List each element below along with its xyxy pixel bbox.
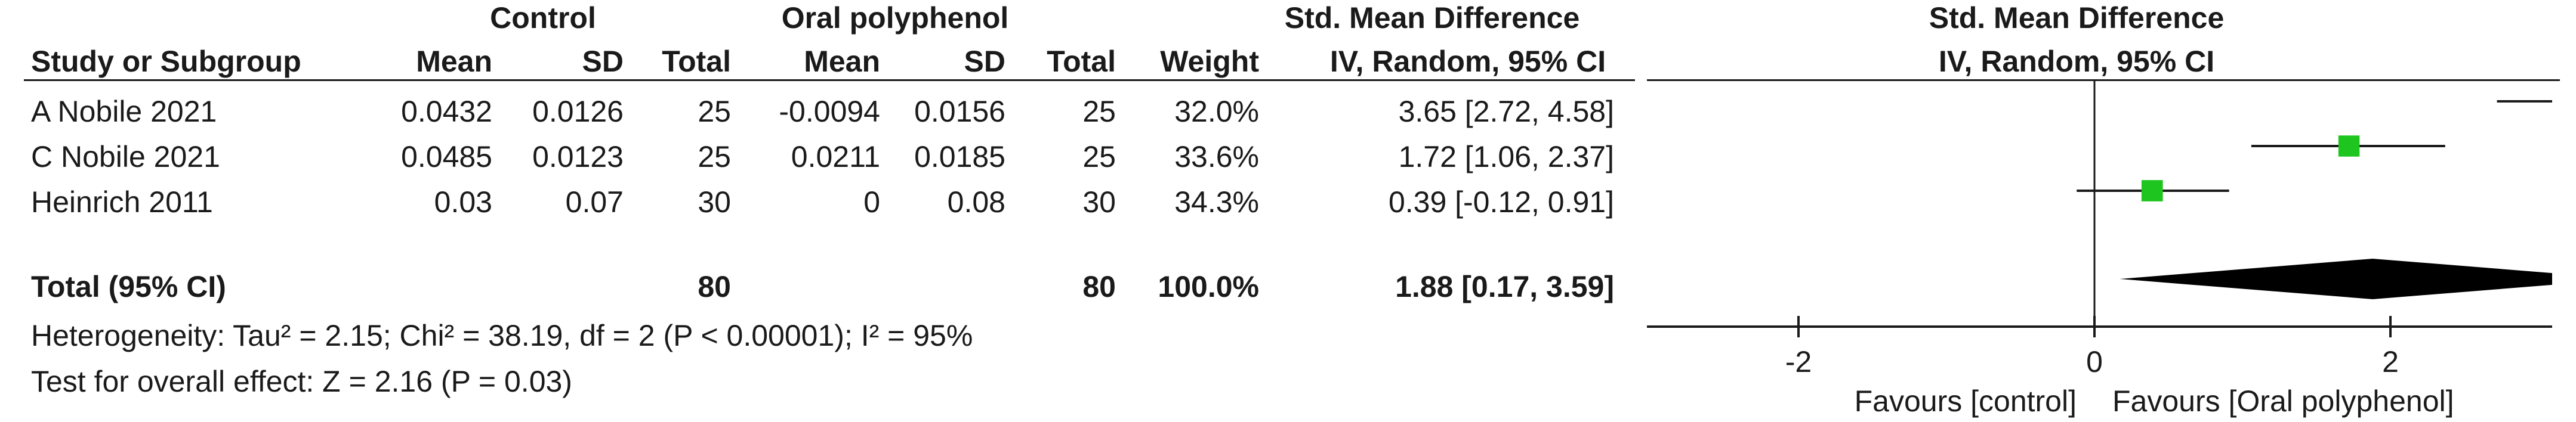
- total-experimental: 25: [1082, 95, 1116, 128]
- total-effect-ci: 1.88 [0.17, 3.59]: [1395, 270, 1614, 303]
- mean-experimental: 0: [863, 185, 880, 219]
- header-effect-bottom: IV, Random, 95% CI: [1329, 45, 1606, 78]
- sd-control: 0.07: [565, 185, 624, 219]
- mean-control: 0.03: [434, 185, 492, 219]
- sd-experimental: 0.0185: [914, 140, 1005, 173]
- header-weight: Weight: [1160, 45, 1259, 78]
- study-name: A Nobile 2021: [31, 95, 217, 128]
- mean-control: 0.0485: [401, 140, 492, 173]
- overall-effect-text: Test for overall effect: Z = 2.16 (P = 0…: [31, 365, 572, 398]
- header-effect-top: Std. Mean Difference: [1284, 1, 1580, 35]
- total-control: 25: [698, 95, 731, 128]
- header-control-group: Control: [490, 1, 596, 35]
- total-control: 25: [698, 140, 731, 173]
- sd-control: 0.0123: [532, 140, 624, 173]
- pooled-diamond: [2120, 259, 2552, 299]
- header-plot-top: Std. Mean Difference: [1929, 1, 2225, 35]
- header-experimental-group: Oral polyphenol: [781, 1, 1009, 35]
- study-name: Heinrich 2011: [31, 185, 213, 219]
- weight: 32.0%: [1174, 95, 1259, 128]
- forest-plot: -4-2024Favours [control]Favours [Oral po…: [1647, 81, 2552, 418]
- heterogeneity-text: Heterogeneity: Tau² = 2.15; Chi² = 38.19…: [31, 319, 973, 352]
- header-mean-experimental: Mean: [804, 45, 880, 78]
- header-mean-control: Mean: [416, 45, 492, 78]
- total-experimental: 30: [1082, 185, 1116, 219]
- weight: 33.6%: [1174, 140, 1259, 173]
- x-tick-label: 0: [2086, 345, 2103, 378]
- header-total-experimental: Total: [1047, 45, 1116, 78]
- total-experimental-sum: 80: [1082, 270, 1116, 303]
- mean-control: 0.0432: [401, 95, 492, 128]
- header-plot-bottom: IV, Random, 95% CI: [1938, 45, 2215, 78]
- header-sd-experimental: SD: [964, 45, 1005, 78]
- header-divider: [24, 79, 1635, 81]
- favours-right-label: Favours [Oral polyphenol]: [2112, 384, 2454, 418]
- effect-ci: 3.65 [2.72, 4.58]: [1398, 95, 1614, 128]
- study-name: C Nobile 2021: [31, 140, 220, 173]
- point-marker: [2141, 180, 2163, 201]
- header-total-control: Total: [662, 45, 731, 78]
- header-sd-control: SD: [582, 45, 624, 78]
- total-control-sum: 80: [698, 270, 731, 303]
- sd-experimental: 0.0156: [914, 95, 1005, 128]
- header-study: Study or Subgroup: [31, 45, 301, 78]
- effect-ci: 1.72 [1.06, 2.37]: [1398, 140, 1614, 173]
- total-experimental: 25: [1082, 140, 1116, 173]
- total-weight: 100.0%: [1158, 270, 1259, 303]
- x-tick-label: 2: [2382, 345, 2399, 378]
- effect-ci: 0.39 [-0.12, 0.91]: [1388, 185, 1614, 219]
- total-control: 30: [698, 185, 731, 219]
- weight: 34.3%: [1174, 185, 1259, 219]
- total-label: Total (95% CI): [31, 270, 226, 303]
- x-tick-label: -2: [1785, 345, 1812, 378]
- point-marker: [2338, 135, 2360, 157]
- mean-experimental: -0.0094: [779, 95, 880, 128]
- favours-left-label: Favours [control]: [1855, 384, 2077, 418]
- mean-experimental: 0.0211: [791, 140, 880, 173]
- plot-header-divider: [1647, 79, 2560, 81]
- sd-control: 0.0126: [532, 95, 624, 128]
- sd-experimental: 0.08: [947, 185, 1005, 219]
